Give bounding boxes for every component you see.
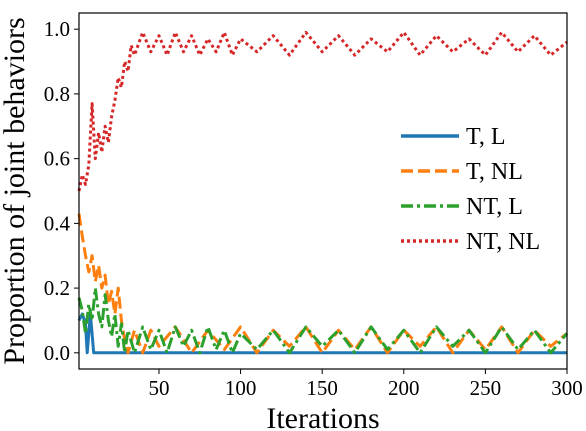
series-line-3 (77, 30, 568, 192)
x-tick-label: 100 (225, 376, 257, 400)
x-tick-label: 200 (388, 376, 420, 400)
y-tick-label: 0.8 (44, 82, 70, 106)
series-line-0 (77, 312, 567, 355)
x-tick-label: 250 (470, 376, 502, 400)
x-axis-label: Iterations (266, 402, 379, 431)
y-axis-ticks: 0.0 0.2 0.4 0.6 0.8 1.0 (44, 17, 79, 365)
legend: T, L T, NL NT, L NT, NL (401, 124, 540, 255)
legend-label-0: T, L (466, 124, 506, 150)
x-tick-label: 150 (306, 376, 338, 400)
legend-label-3: NT, NL (466, 229, 540, 255)
y-axis-label: Proportion of joint behaviors (0, 17, 31, 364)
y-tick-label: 0.0 (44, 341, 70, 365)
plot-lines (77, 30, 569, 355)
x-tick-label: 300 (551, 376, 583, 400)
series-line-2 (77, 286, 569, 355)
y-tick-label: 0.4 (44, 211, 71, 235)
y-tick-label: 0.2 (44, 276, 70, 300)
x-axis-ticks: 50 100 150 200 250 300 (148, 369, 583, 400)
plot-frame (78, 12, 568, 370)
y-tick-label: 0.6 (44, 147, 70, 171)
legend-label-2: NT, L (466, 194, 523, 220)
y-tick-label: 1.0 (44, 17, 70, 41)
x-tick-label: 50 (148, 376, 169, 400)
legend-label-1: T, NL (466, 159, 523, 185)
